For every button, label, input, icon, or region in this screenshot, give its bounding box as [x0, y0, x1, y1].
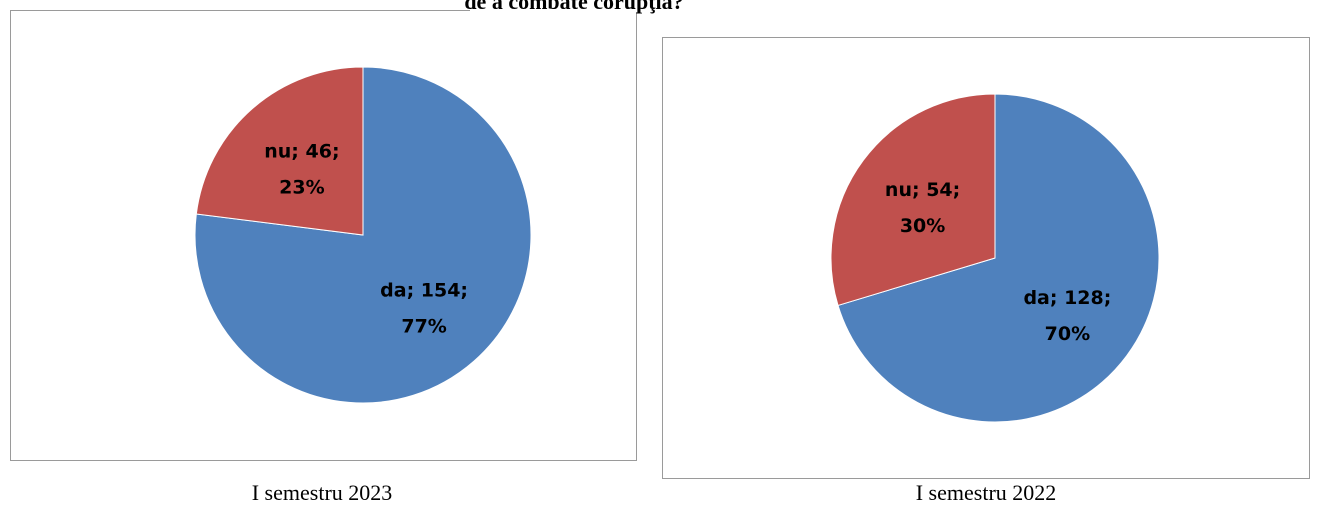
data-label: nu; 46; 23%: [264, 141, 339, 199]
pie-slice: [837, 93, 1160, 423]
label-line: 23%: [279, 177, 324, 199]
label-line: 77%: [401, 315, 446, 337]
label-line: 70%: [1045, 323, 1090, 345]
chart-caption: I semestru 2023: [252, 480, 393, 505]
title-backdrop: [470, 0, 680, 12]
data-label: da; 154; 77%: [380, 279, 468, 337]
label-line: 30%: [900, 215, 945, 237]
pie-slice: [830, 93, 996, 307]
label-line: nu; 54;: [885, 179, 960, 201]
pie-slice: [195, 66, 364, 236]
label-line: da; 128;: [1023, 287, 1111, 309]
data-label: da; 128; 70%: [1023, 287, 1111, 345]
chart-caption: I semestru 2022: [916, 480, 1057, 505]
label-line: da; 154;: [380, 279, 468, 301]
data-label: nu; 54; 30%: [885, 179, 960, 237]
label-line: nu; 46;: [264, 141, 339, 163]
pie-slice: [194, 66, 532, 404]
page-title: de a combate corupţia?: [464, 0, 683, 14]
